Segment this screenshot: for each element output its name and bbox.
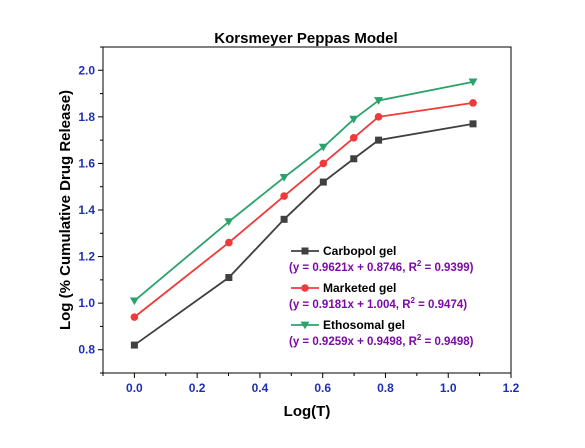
data-point: [130, 313, 139, 321]
data-point: [129, 297, 139, 306]
data-point: [350, 155, 358, 163]
series-layer: [129, 78, 478, 349]
y-tick-label: 1.2: [78, 250, 95, 264]
data-point: [225, 238, 233, 247]
x-axis-label: Log(T): [284, 403, 331, 420]
y-axis-label: Log (% Cumulative Drug Release): [57, 90, 74, 330]
y-tick-label: 1.6: [78, 156, 95, 170]
data-point: [469, 99, 477, 107]
chart-title: Korsmeyer Peppas Model: [214, 30, 397, 47]
data-point: [349, 115, 359, 124]
data-point: [224, 218, 234, 226]
legend-entry: Marketed gel: [323, 281, 396, 295]
legend: Carbopol gel(y = 0.9621x + 0.8746, R2 = …: [289, 244, 474, 348]
y-tick-label: 2.0: [78, 63, 95, 77]
y-tick-label: 1.8: [78, 110, 95, 124]
y-axis: 0.8 1.0 1.2 1.4 1.6 1.8 2.0: [78, 46, 103, 374]
data-point: [319, 159, 328, 168]
fit-equation-text: y = 0.9621x + 0.8746, R: [293, 262, 418, 274]
x-tick-label: 0.4: [252, 381, 269, 395]
legend-swatch-marker: [300, 321, 310, 330]
y-tick-label: 1.4: [78, 203, 95, 217]
x-tick-label: 0.0: [126, 381, 143, 395]
fit-equation-superscript: 2: [417, 259, 422, 268]
y-tick-label: 1.0: [78, 296, 95, 310]
fit-equation-open-paren: (: [289, 336, 293, 348]
fit-equation: (y = 0.9621x + 0.8746, R2 = 0.9399): [289, 259, 474, 274]
data-point: [225, 274, 233, 282]
data-point: [279, 174, 289, 182]
x-tick-label: 1.2: [503, 381, 520, 395]
fit-equation-r2: = 0.9498): [421, 336, 473, 348]
x-tick-label: 0.6: [314, 381, 331, 395]
fit-equation-superscript: 2: [411, 296, 416, 305]
data-point: [469, 120, 477, 128]
fit-equation-r2: = 0.9474): [415, 299, 467, 311]
x-tick-label: 0.8: [377, 381, 394, 395]
series-carbopol-gel: [130, 120, 477, 349]
data-point: [130, 341, 138, 349]
legend-entry: Carbopol gel: [323, 244, 396, 258]
data-point: [280, 192, 288, 200]
x-tick-label: 0.2: [189, 381, 206, 395]
fit-equation-text: y = 0.9259x + 0.9498, R: [293, 336, 418, 348]
fit-equation-superscript: 2: [417, 333, 422, 342]
fit-equation-r2: = 0.9399): [421, 262, 473, 274]
series-ethosomal-gel: [129, 78, 478, 306]
fit-equation: (y = 0.9181x + 1.004, R2 = 0.9474): [289, 296, 467, 311]
data-point: [468, 78, 478, 87]
data-point: [280, 215, 288, 223]
data-point: [374, 97, 384, 105]
legend-entry: Ethosomal gel: [323, 318, 405, 332]
data-point: [349, 134, 358, 142]
fit-equation-open-paren: (: [289, 299, 293, 311]
legend-swatch-marker: [301, 247, 309, 255]
data-point: [319, 178, 327, 186]
x-tick-label: 1.0: [440, 381, 457, 395]
data-point: [318, 143, 328, 152]
legend-swatch-marker: [301, 284, 309, 292]
series-line: [133, 122, 474, 346]
data-point: [375, 136, 383, 144]
data-point: [374, 113, 383, 121]
y-tick-label: 0.8: [78, 343, 95, 357]
x-axis: 0.0 0.2 0.4 0.6 0.8 1.0 1.2: [102, 373, 520, 395]
fit-equation: (y = 0.9259x + 0.9498, R2 = 0.9498): [289, 333, 474, 348]
series-marketed-gel: [130, 99, 477, 321]
fit-equation-open-paren: (: [289, 262, 293, 274]
fit-equation-text: y = 0.9181x + 1.004, R: [293, 299, 411, 311]
